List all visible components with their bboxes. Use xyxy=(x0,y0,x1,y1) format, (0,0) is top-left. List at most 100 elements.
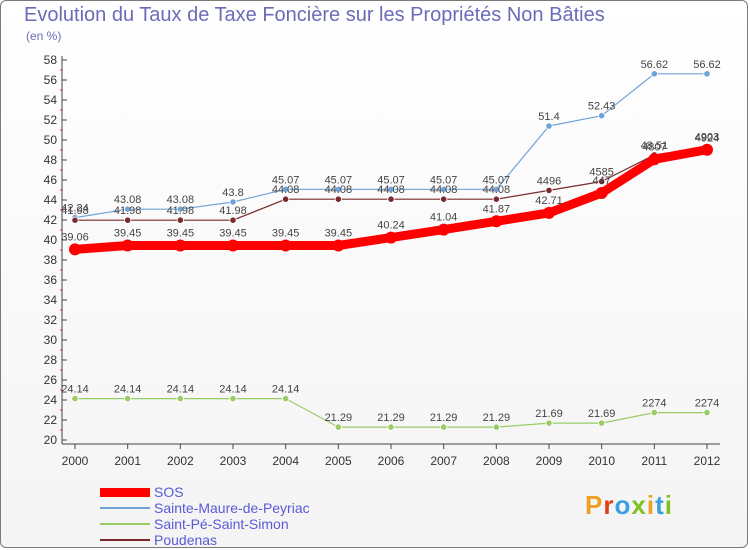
point-saint-pe-saint-simon xyxy=(492,423,500,431)
y-tick-label: 20 xyxy=(44,433,58,447)
data-label-sainte-maure-de-peyriac: 56.62 xyxy=(693,59,721,71)
point-poudenas xyxy=(176,216,184,224)
data-label-poudenas: 41.98 xyxy=(114,205,142,217)
data-label-poudenas: 44.08 xyxy=(430,184,458,196)
x-tick-label: 2004 xyxy=(272,454,299,468)
point-poudenas xyxy=(124,216,132,224)
data-label-sainte-maure-de-peyriac: 45.07 xyxy=(430,174,458,186)
chart-title: Evolution du Taux de Taxe Foncière sur l… xyxy=(24,4,605,26)
legend-swatch xyxy=(100,539,150,541)
logo-letter: i xyxy=(646,490,656,520)
point-sos xyxy=(121,239,134,252)
point-poudenas xyxy=(282,195,290,203)
point-sos xyxy=(227,239,239,252)
data-label-saint-pe-saint-simon: 21.29 xyxy=(377,412,405,424)
y-tick-label: 50 xyxy=(44,133,58,147)
y-tick-label: 52 xyxy=(44,113,58,127)
chart-subtitle: (en %) xyxy=(26,29,62,43)
data-label-sainte-maure-de-peyriac: 43.8 xyxy=(222,187,243,199)
y-tick-label: 30 xyxy=(44,333,58,347)
x-tick-label: 2006 xyxy=(378,454,405,468)
data-label-sos: 447 xyxy=(592,175,610,187)
logo-letter: i xyxy=(664,490,673,520)
data-label-saint-pe-saint-simon: 21.69 xyxy=(535,408,563,420)
point-sainte-maure-de-peyriac xyxy=(545,122,553,130)
y-tick-label: 48 xyxy=(44,153,58,167)
x-tick-label: 2010 xyxy=(588,454,615,468)
point-sainte-maure-de-peyriac xyxy=(282,185,290,193)
y-tick-label: 34 xyxy=(44,293,58,307)
point-sos xyxy=(648,153,661,166)
x-tick-label: 2009 xyxy=(536,454,563,468)
point-saint-pe-saint-simon xyxy=(598,419,606,427)
x-tick-label: 2003 xyxy=(220,454,247,468)
point-poudenas xyxy=(492,195,500,203)
data-label-sainte-maure-de-peyriac: 43.08 xyxy=(167,194,195,206)
data-labels: 39.06 39.45 39.45 39.45 39.45 39.45 40.24 41.04… xyxy=(61,59,721,424)
y-tick-label: 32 xyxy=(44,313,58,327)
data-label-poudenas: 44.08 xyxy=(272,184,300,196)
data-label-sos: 42.71 xyxy=(535,195,563,207)
y-tick-label: 36 xyxy=(44,273,58,287)
data-label-saint-pe-saint-simon: 2274 xyxy=(695,398,719,410)
x-tick-label: 2005 xyxy=(325,454,352,468)
point-sos xyxy=(595,187,608,199)
point-poudenas xyxy=(229,216,237,224)
data-label-sainte-maure-de-peyriac: 56.62 xyxy=(641,59,669,71)
point-saint-pe-saint-simon xyxy=(440,423,448,431)
point-sainte-maure-de-peyriac xyxy=(492,185,500,193)
y-tick-label: 28 xyxy=(44,353,58,367)
logo-letter: P xyxy=(585,490,604,520)
x-tick-label: 2011 xyxy=(641,454,667,468)
data-label-sos: 40.24 xyxy=(377,220,405,232)
data-label-sos: 39.45 xyxy=(167,228,195,240)
data-label-sos: 39.45 xyxy=(325,228,353,240)
data-label-poudenas: 4496 xyxy=(537,175,561,187)
point-sainte-maure-de-peyriac xyxy=(440,185,448,193)
data-label-saint-pe-saint-simon: 24.14 xyxy=(272,384,300,396)
legend-swatch xyxy=(100,523,150,525)
data-label-saint-pe-saint-simon: 24.14 xyxy=(167,384,195,396)
point-sos xyxy=(279,239,292,252)
data-label-sos: 4903 xyxy=(695,132,719,144)
point-sainte-maure-de-peyriac xyxy=(703,70,711,78)
legend-label: Sainte-Maure-de-Peyriac xyxy=(154,500,310,516)
x-tick-label: 2012 xyxy=(694,454,721,468)
y-tick-label: 26 xyxy=(44,373,58,387)
data-label-poudenas: 44.08 xyxy=(483,184,511,196)
data-label-sainte-maure-de-peyriac: 45.07 xyxy=(325,174,353,186)
data-label-saint-pe-saint-simon: 2274 xyxy=(642,398,666,410)
point-saint-pe-saint-simon xyxy=(282,394,290,403)
legend-label: Poudenas xyxy=(154,532,218,548)
legend-label: Saint-Pé-Saint-Simon xyxy=(154,516,289,532)
data-label-saint-pe-saint-simon: 24.14 xyxy=(114,384,142,396)
point-sos xyxy=(332,239,345,252)
data-label-sos: 4807 xyxy=(642,141,666,153)
y-tick-label: 58 xyxy=(44,53,58,67)
x-tick-label: 2001 xyxy=(114,454,141,468)
point-saint-pe-saint-simon xyxy=(545,419,553,427)
point-saint-pe-saint-simon xyxy=(334,423,342,431)
data-label-saint-pe-saint-simon: 21.29 xyxy=(325,412,353,424)
logo-letter: o xyxy=(614,490,632,520)
point-sos xyxy=(174,239,187,252)
data-label-sos: 39.45 xyxy=(272,228,300,240)
point-saint-pe-saint-simon xyxy=(124,394,132,403)
point-sainte-maure-de-peyriac xyxy=(176,205,184,213)
point-poudenas xyxy=(71,216,79,224)
data-label-sainte-maure-de-peyriac: 43.08 xyxy=(114,194,142,206)
data-label-saint-pe-saint-simon: 24.14 xyxy=(219,384,247,396)
data-label-sainte-maure-de-peyriac: 45.07 xyxy=(483,174,511,186)
point-sainte-maure-de-peyriac xyxy=(598,112,606,120)
legend-swatch xyxy=(100,507,150,509)
point-saint-pe-saint-simon xyxy=(650,408,658,417)
x-tick-label: 2000 xyxy=(62,454,89,468)
logo-letter: r xyxy=(603,490,615,520)
point-sos xyxy=(437,223,450,236)
y-tick-label: 56 xyxy=(44,73,58,87)
point-poudenas xyxy=(440,195,448,203)
y-tick-label: 46 xyxy=(44,173,58,187)
point-saint-pe-saint-simon xyxy=(176,394,184,403)
data-label-sos: 39.45 xyxy=(219,228,247,240)
